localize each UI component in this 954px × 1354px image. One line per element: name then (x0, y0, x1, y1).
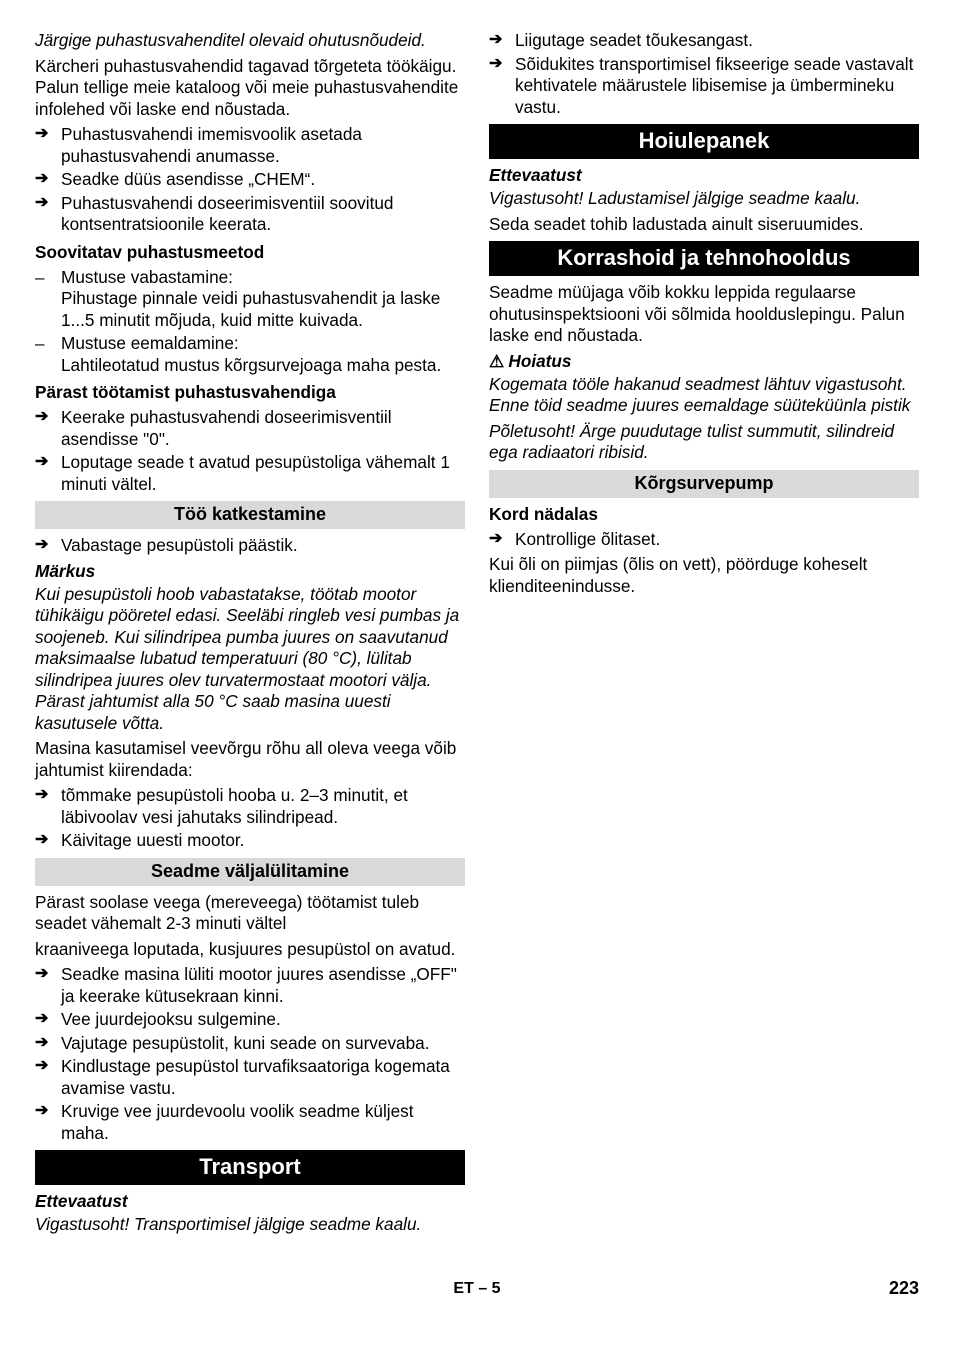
list-item: Puhastusvahendi imemisvoolik asetada puh… (35, 124, 465, 167)
note-body-1: Kui pesupüstoli hoob vabastatakse, tööta… (35, 584, 465, 735)
dash-list-1: Mustuse vabastamine: Pihustage pinnale v… (35, 267, 465, 377)
steps-list-3: Vabastage pesupüstoli päästik. (35, 535, 465, 557)
steps-list-7: Kontrollige õlitaset. (489, 529, 919, 551)
steps-list-2: Keerake puhastusvahendi doseerimisventii… (35, 407, 465, 495)
storage-body: Seda seadet tohib ladustada ainult siser… (489, 214, 919, 236)
list-item: Vee juurdejooksu sulgemine. (35, 1009, 465, 1031)
steps-list-6: Liigutage seadet tõukesangast. Sõidukite… (489, 30, 919, 118)
steps-list-4: tõmmake pesupüstoli hooba u. 2–3 minutit… (35, 785, 465, 852)
caution-label-2: Ettevaatust (489, 165, 919, 186)
page-footer: ET – 5 223 (0, 1268, 954, 1317)
warning-body-1: Kogemata tööle hakanud seadmest lähtuv v… (489, 374, 919, 417)
safety-note: Järgige puhastusvahenditel olevaid ohutu… (35, 30, 465, 52)
steps-list-5: Seadke masina lüliti mootor juures asend… (35, 964, 465, 1144)
heading-after-work: Pärast töötamist puhastusvahendiga (35, 382, 465, 403)
footer-center: ET – 5 (95, 1280, 859, 1298)
heading-weekly: Kord nädalas (489, 504, 919, 525)
maintenance-intro: Seadme müüjaga võib kokku leppida regula… (489, 282, 919, 347)
list-item: tõmmake pesupüstoli hooba u. 2–3 minutit… (35, 785, 465, 828)
note-label: Märkus (35, 561, 465, 582)
warning-body-2: Põletusoht! Ärge puudutage tulist summut… (489, 421, 919, 464)
heading-transport: Transport (35, 1150, 465, 1185)
list-item: Mustuse eemaldamine: Lahtileotatud mustu… (35, 333, 465, 376)
list-item: Sõidukites transportimisel fikseerige se… (489, 54, 919, 119)
list-item: Vajutage pesupüstolit, kuni seade on sur… (35, 1033, 465, 1055)
dash-desc: Pihustage pinnale veidi puhastusvahendit… (61, 288, 440, 330)
warning-triangle-icon: ⚠ (489, 351, 504, 371)
warning-label: ⚠Hoiatus (489, 351, 919, 372)
caution-body-2: Vigastusoht! Ladustamisel jälgige seadme… (489, 188, 919, 210)
dash-label: Mustuse eemaldamine: (61, 333, 239, 353)
list-item: Seadke masina lüliti mootor juures asend… (35, 964, 465, 1007)
heading-storage: Hoiulepanek (489, 124, 919, 159)
caution-body-1: Vigastusoht! Transportimisel jälgige sea… (35, 1214, 465, 1236)
list-item: Mustuse vabastamine: Pihustage pinnale v… (35, 267, 465, 332)
list-item: Vabastage pesupüstoli päästik. (35, 535, 465, 557)
heading-shutdown: Seadme väljalülitamine (35, 858, 465, 886)
list-item: Liigutage seadet tõukesangast. (489, 30, 919, 52)
heading-maintenance: Korrashoid ja tehnohooldus (489, 241, 919, 276)
footer-page-number: 223 (859, 1278, 919, 1299)
list-item: Käivitage uuesti mootor. (35, 830, 465, 852)
oil-note: Kui õli on piimjas (õlis on vett), pöörd… (489, 554, 919, 597)
intro-text: Kärcheri puhastusvahendid tagavad tõrget… (35, 56, 465, 121)
dash-desc: Lahtileotatud mustus kõrgsurvejoaga maha… (61, 355, 441, 375)
note-body-2: Masina kasutamisel veevõrgu rõhu all ole… (35, 738, 465, 781)
heading-pump: Kõrgsurvepump (489, 470, 919, 498)
list-item: Kontrollige õlitaset. (489, 529, 919, 551)
list-item: Seadke düüs asendisse „CHEM“. (35, 169, 465, 191)
warning-text: Hoiatus (508, 351, 571, 371)
list-item: Loputage seade t avatud pesupüstoliga vä… (35, 452, 465, 495)
heading-interrupt-work: Töö katkestamine (35, 501, 465, 529)
steps-list-1: Puhastusvahendi imemisvoolik asetada puh… (35, 124, 465, 236)
dash-label: Mustuse vabastamine: (61, 267, 233, 287)
col2-continue: kraaniveega loputada, kusjuures pesupüst… (35, 939, 465, 961)
heading-recommended-method: Soovitatav puhastusmeetod (35, 242, 465, 263)
list-item: Kruvige vee juurdevoolu voolik seadme kü… (35, 1101, 465, 1144)
list-item: Keerake puhastusvahendi doseerimisventii… (35, 407, 465, 450)
list-item: Puhastusvahendi doseerimisventiil soovit… (35, 193, 465, 236)
caution-label-1: Ettevaatust (35, 1191, 465, 1212)
shutdown-text: Pärast soolase veega (mereveega) töötami… (35, 892, 465, 935)
list-item: Kindlustage pesupüstol turvafiksaatoriga… (35, 1056, 465, 1099)
